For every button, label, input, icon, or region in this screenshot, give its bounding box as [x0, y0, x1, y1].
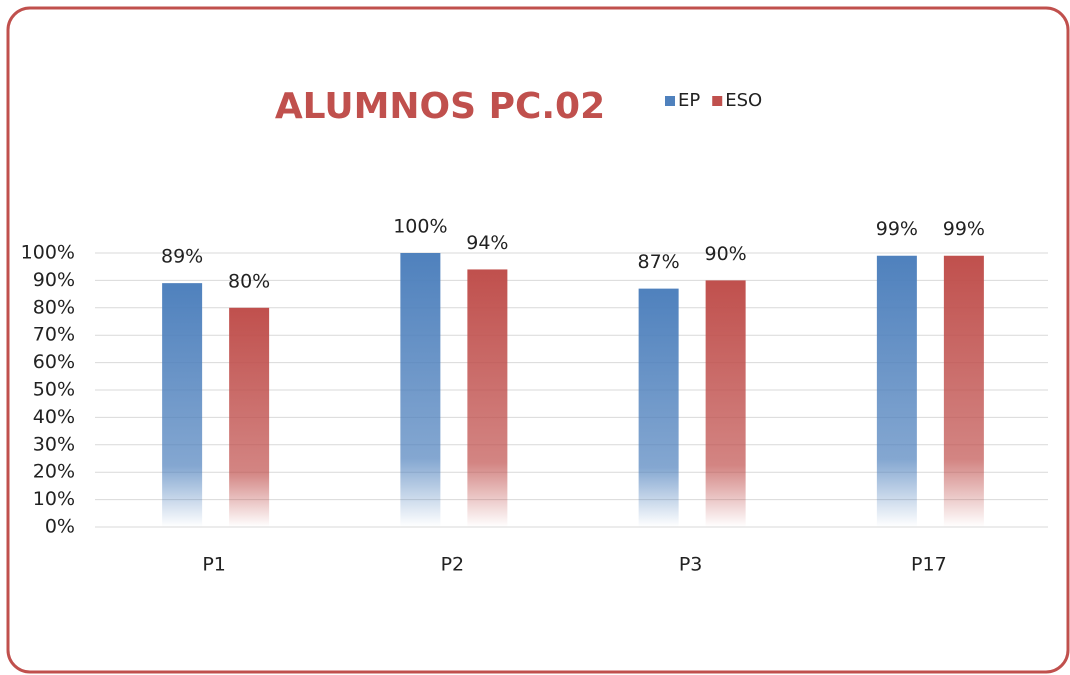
- x-tick-label: P17: [911, 554, 947, 576]
- bar: [876, 255, 917, 528]
- data-label: 99%: [943, 218, 985, 240]
- y-tick-label: 90%: [33, 269, 75, 291]
- y-tick-label: 80%: [33, 296, 75, 318]
- bar: [162, 283, 203, 527]
- data-label: 99%: [876, 218, 918, 240]
- data-label: 94%: [466, 232, 508, 254]
- legend-label: ESO: [725, 90, 762, 111]
- y-tick-label: 60%: [33, 351, 75, 373]
- legend-swatch: [665, 96, 675, 106]
- frame: [6, 6, 1070, 674]
- legend-swatch: [712, 96, 723, 106]
- y-tick-label: 20%: [33, 461, 75, 483]
- legend-label: EP: [678, 90, 700, 111]
- bar: [400, 253, 441, 527]
- y-tick-label: 0%: [45, 516, 75, 538]
- y-tick-label: 30%: [33, 433, 75, 455]
- x-tick-label: P1: [202, 554, 226, 576]
- bar: [229, 307, 270, 527]
- y-tick-label: 50%: [33, 379, 75, 401]
- y-tick-label: 100%: [21, 242, 75, 264]
- data-label: 100%: [393, 216, 447, 238]
- bar: [943, 255, 984, 528]
- data-label: 87%: [638, 251, 680, 273]
- data-label: 80%: [228, 270, 270, 292]
- chart-title: ALUMNOS PC.02: [275, 86, 605, 127]
- data-label: 90%: [705, 243, 747, 265]
- bar: [638, 288, 679, 527]
- y-tick-label: 70%: [33, 324, 75, 346]
- bar: [467, 269, 508, 527]
- data-label: 89%: [161, 246, 203, 268]
- y-tick-label: 10%: [33, 488, 75, 510]
- x-tick-label: P2: [441, 554, 465, 576]
- y-tick-label: 40%: [33, 406, 75, 428]
- bar: [705, 280, 746, 527]
- x-tick-label: P3: [679, 554, 703, 576]
